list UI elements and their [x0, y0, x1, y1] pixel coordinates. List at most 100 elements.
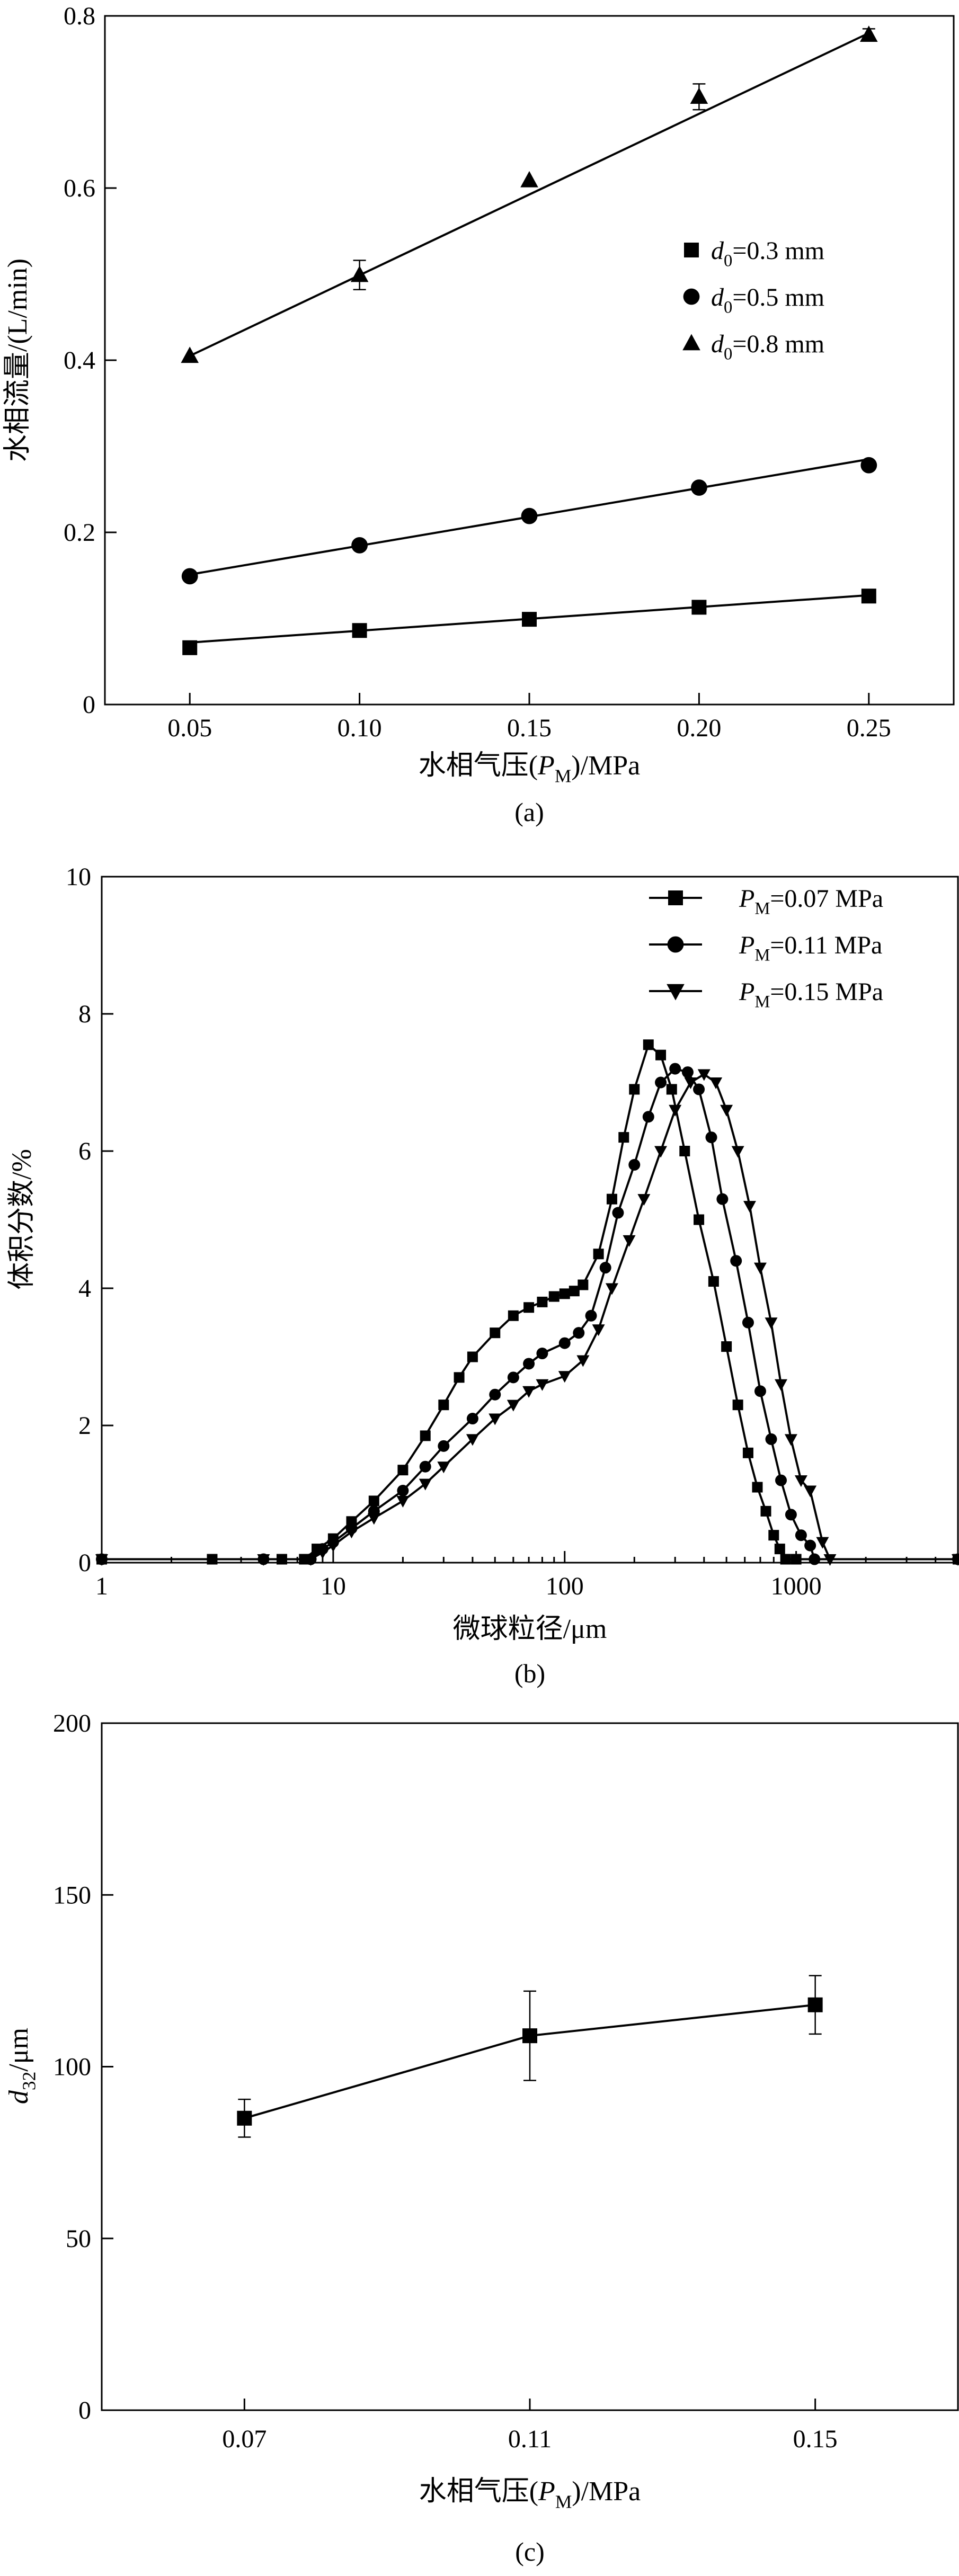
- x-tick-label: 10: [321, 1572, 346, 1600]
- legend-marker: [667, 936, 684, 953]
- data-point: [316, 1547, 329, 1559]
- legend-marker: [668, 890, 683, 905]
- data-point: [536, 1348, 548, 1360]
- data-point: [694, 1214, 705, 1225]
- series-line: [102, 1042, 958, 1561]
- data-point: [765, 1317, 778, 1330]
- data-point: [420, 1430, 431, 1441]
- data-point: [397, 1465, 409, 1476]
- x-tick-label: 1000: [771, 1572, 822, 1600]
- data-point: [489, 1388, 501, 1401]
- legend-label: d0=0.3 mm: [711, 237, 824, 270]
- data-point: [437, 1461, 450, 1474]
- legend-marker: [682, 334, 700, 351]
- x-axis-label: 微球粒径/μm: [453, 1614, 607, 1644]
- series-0: [182, 589, 876, 655]
- data-point: [731, 1146, 744, 1158]
- data-point: [697, 1069, 711, 1081]
- data-point: [809, 1553, 821, 1565]
- data-point: [593, 1249, 604, 1260]
- panel-label: (a): [514, 797, 544, 827]
- y-tick-label: 200: [53, 1709, 91, 1737]
- data-point: [720, 1104, 733, 1117]
- data-point: [612, 1207, 624, 1219]
- data-point: [760, 1505, 771, 1517]
- data-point: [669, 1063, 681, 1075]
- data-point: [743, 1201, 756, 1213]
- data-point: [522, 1386, 536, 1398]
- data-point: [732, 1400, 743, 1411]
- data-point: [578, 1279, 589, 1290]
- data-point: [419, 1460, 431, 1473]
- data-point: [537, 1296, 548, 1307]
- data-point: [784, 1434, 797, 1446]
- data-point: [785, 1509, 797, 1521]
- series-2: [181, 25, 878, 363]
- x-tick-label: 0.15: [507, 714, 552, 742]
- legend-label: PM=0.07 MPa: [739, 885, 883, 918]
- x-tick-label: 0.07: [222, 2425, 267, 2453]
- data-point: [350, 265, 369, 282]
- data-point: [823, 1554, 837, 1566]
- data-point: [548, 1291, 560, 1302]
- data-point: [721, 1341, 732, 1352]
- data-point: [775, 1474, 787, 1486]
- data-point: [794, 1475, 807, 1487]
- data-point: [861, 589, 876, 604]
- data-point: [655, 1076, 667, 1089]
- y-tick-label: 10: [66, 863, 91, 891]
- data-point: [351, 537, 368, 554]
- data-point: [599, 1262, 611, 1274]
- data-point: [558, 1337, 571, 1349]
- x-tick-label: 0.25: [847, 714, 891, 742]
- data-point: [304, 1554, 317, 1566]
- data-point: [438, 1400, 449, 1411]
- legend-marker: [683, 288, 700, 305]
- legend: PM=0.07 MPa PM=0.11 MPa PM=0.15 MPa: [649, 885, 883, 1011]
- data-point: [606, 1193, 617, 1205]
- data-point: [742, 1447, 753, 1458]
- data-point: [522, 612, 537, 627]
- data-point: [684, 1077, 697, 1089]
- plot-frame: [101, 876, 959, 1564]
- data-point: [507, 1371, 519, 1384]
- fit-line: [189, 32, 869, 357]
- data-point: [654, 1146, 668, 1158]
- y-axis-label: 体积分数/%: [7, 1149, 37, 1290]
- data-point: [708, 1276, 719, 1287]
- data-point: [752, 1482, 763, 1493]
- data-point: [780, 1554, 791, 1565]
- series-line: [102, 1067, 958, 1561]
- series-0: [96, 1039, 959, 1565]
- data-point: [521, 507, 538, 524]
- y-tick-label: 0: [78, 2396, 91, 2425]
- data-point: [536, 1379, 549, 1391]
- data-point: [754, 1385, 766, 1397]
- data-point: [807, 1997, 823, 2012]
- series-0: [237, 1975, 823, 2138]
- data-point: [490, 1327, 501, 1339]
- data-point: [860, 25, 878, 42]
- data-point: [523, 1358, 535, 1370]
- y-tick-label: 0: [83, 691, 95, 719]
- data-point: [257, 1554, 270, 1566]
- data-point: [454, 1372, 465, 1383]
- x-tick-label: 0.05: [167, 714, 212, 742]
- x-axis-label: 水相气压(PM)/MPa: [419, 751, 641, 787]
- data-point: [523, 1302, 535, 1313]
- data-point: [804, 1485, 817, 1498]
- x-axis-label: 水相气压(PM)/MPa: [419, 2476, 641, 2512]
- data-point: [691, 600, 707, 615]
- y-tick-label: 6: [78, 1137, 91, 1165]
- data-point: [397, 1485, 409, 1497]
- data-point: [368, 1495, 379, 1507]
- series-1: [181, 457, 877, 585]
- data-point: [605, 1283, 618, 1295]
- data-point: [669, 1104, 682, 1117]
- data-point: [419, 1478, 432, 1491]
- data-point: [467, 1351, 478, 1362]
- data-point: [952, 1554, 959, 1566]
- panel-label: (b): [514, 1659, 545, 1688]
- data-point: [438, 1440, 450, 1452]
